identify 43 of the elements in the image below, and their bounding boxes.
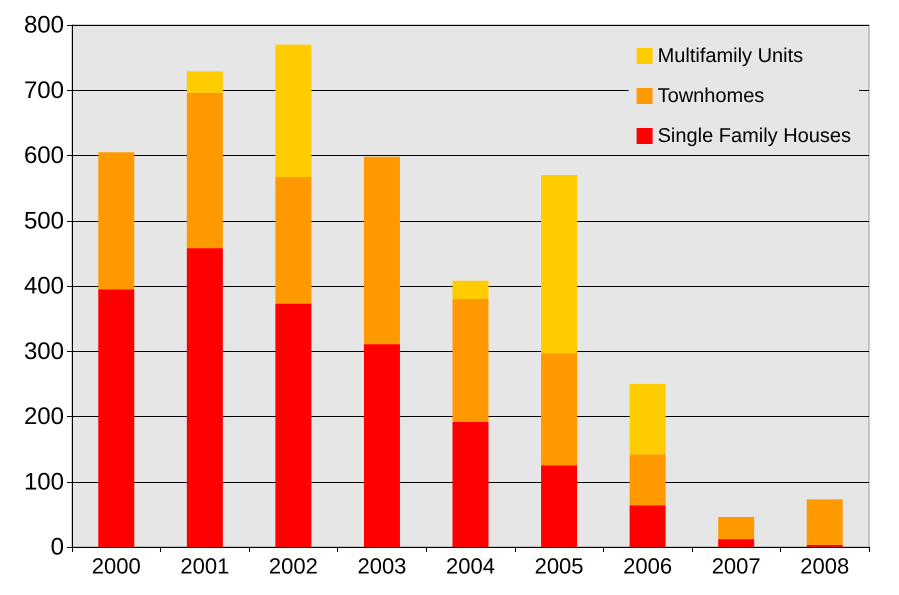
- bar: [630, 454, 666, 506]
- bar: [541, 465, 578, 547]
- bar: [186, 71, 223, 93]
- bar: [275, 304, 312, 547]
- bar: [275, 177, 312, 304]
- bar: [186, 92, 223, 248]
- y-tick-label: 0: [50, 534, 64, 560]
- y-tick-label: 100: [24, 468, 64, 496]
- x-tick-label: 2008: [800, 554, 850, 578]
- x-tick-label: 2005: [534, 554, 584, 578]
- x-tick-label: 2007: [712, 554, 761, 578]
- bar: [541, 353, 578, 466]
- legend-label: Single Family Houses: [658, 125, 852, 147]
- legend-label: Multifamily Units: [658, 45, 804, 67]
- x-tick-label: 2003: [357, 554, 406, 578]
- x-tick-label: 2004: [446, 554, 495, 578]
- y-tick-label: 200: [24, 403, 64, 430]
- bar: [275, 44, 312, 178]
- y-tick-label: 700: [24, 76, 64, 104]
- legend-label: Townhomes: [658, 85, 764, 107]
- x-tick-label: 2001: [180, 554, 230, 578]
- x-tick-label: 2002: [268, 554, 318, 578]
- bar: [806, 499, 843, 546]
- x-tick-label: 2006: [623, 554, 672, 578]
- bar: [541, 175, 578, 354]
- y-tick-label: 300: [24, 338, 64, 365]
- x-tick-label: 2000: [92, 554, 141, 578]
- y-tick-label: 800: [24, 12, 64, 38]
- bar: [718, 516, 754, 540]
- bar: [630, 384, 666, 454]
- bar: [452, 280, 488, 300]
- bar: [630, 505, 666, 547]
- bar: [186, 248, 223, 547]
- y-tick-label: 600: [24, 142, 64, 169]
- bar: [98, 152, 134, 290]
- bar: [98, 289, 134, 547]
- bar: [718, 539, 754, 547]
- bar: [452, 299, 488, 422]
- bar: [364, 156, 400, 344]
- bar: [452, 422, 488, 547]
- y-tick-label: 400: [24, 272, 64, 300]
- bar: [364, 344, 400, 547]
- y-tick-label: 500: [24, 207, 64, 234]
